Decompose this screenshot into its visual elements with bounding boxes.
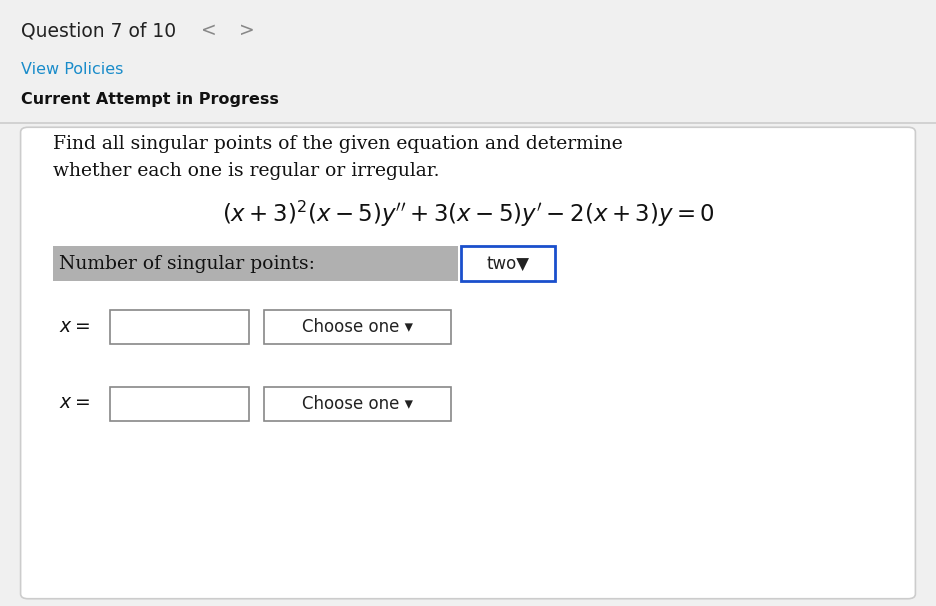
Text: >: > [239, 21, 255, 40]
Text: Question 7 of 10: Question 7 of 10 [21, 21, 176, 40]
FancyBboxPatch shape [264, 310, 451, 344]
Text: Choose one ▾: Choose one ▾ [302, 395, 413, 413]
FancyBboxPatch shape [53, 246, 458, 281]
FancyBboxPatch shape [21, 127, 915, 599]
Text: Number of singular points:: Number of singular points: [59, 255, 314, 273]
Text: View Policies: View Policies [21, 62, 123, 77]
Text: Choose one ▾: Choose one ▾ [302, 318, 413, 336]
Text: two▼: two▼ [487, 255, 530, 273]
Text: $x =$: $x =$ [59, 316, 90, 336]
FancyBboxPatch shape [110, 310, 249, 344]
FancyBboxPatch shape [264, 387, 451, 421]
FancyBboxPatch shape [110, 387, 249, 421]
Text: <: < [201, 21, 217, 40]
Text: whether each one is regular or irregular.: whether each one is regular or irregular… [53, 162, 440, 181]
Text: $x =$: $x =$ [59, 393, 90, 413]
FancyBboxPatch shape [461, 246, 555, 281]
Text: Current Attempt in Progress: Current Attempt in Progress [21, 92, 279, 107]
Text: Find all singular points of the given equation and determine: Find all singular points of the given eq… [53, 135, 623, 153]
Text: $(x+3)^2(x-5)y'' + 3(x-5)y' - 2(x+3)y = 0$: $(x+3)^2(x-5)y'' + 3(x-5)y' - 2(x+3)y = … [222, 199, 714, 229]
